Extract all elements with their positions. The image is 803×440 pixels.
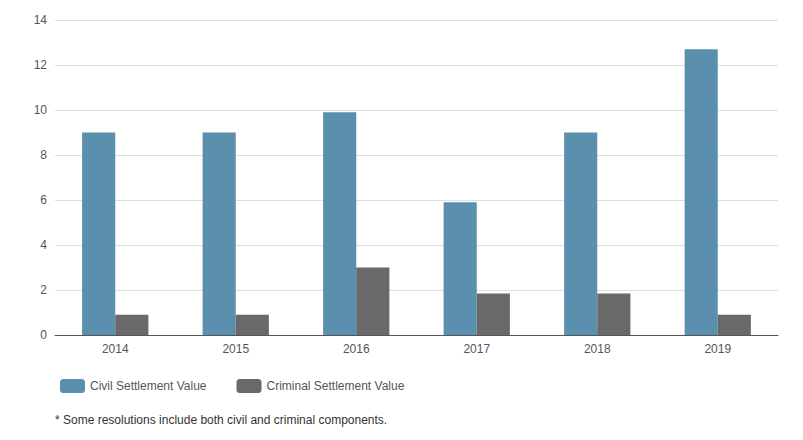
svg-text:2: 2 — [40, 283, 47, 297]
svg-text:14: 14 — [34, 13, 48, 27]
svg-text:Civil Settlement Value: Civil Settlement Value — [90, 379, 207, 393]
svg-text:12: 12 — [34, 58, 48, 72]
svg-text:4: 4 — [40, 238, 47, 252]
svg-text:2015: 2015 — [222, 342, 249, 356]
svg-text:* Some resolutions include bot: * Some resolutions include both civil an… — [55, 413, 387, 427]
svg-text:2017: 2017 — [463, 342, 490, 356]
svg-text:2016: 2016 — [343, 342, 370, 356]
svg-text:Criminal Settlement Value: Criminal Settlement Value — [266, 379, 404, 393]
svg-text:10: 10 — [34, 103, 48, 117]
svg-text:8: 8 — [40, 148, 47, 162]
svg-text:2014: 2014 — [102, 342, 129, 356]
svg-text:0: 0 — [40, 328, 47, 342]
svg-text:6: 6 — [40, 193, 47, 207]
svg-text:2018: 2018 — [584, 342, 611, 356]
svg-text:2019: 2019 — [704, 342, 731, 356]
